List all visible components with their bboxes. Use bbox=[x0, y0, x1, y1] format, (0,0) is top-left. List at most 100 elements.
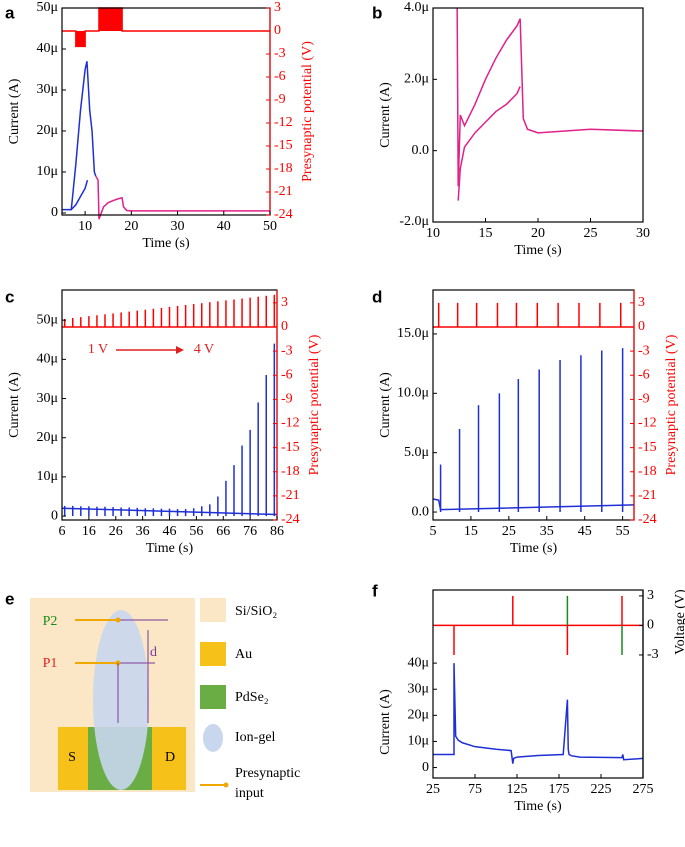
panel-label: c bbox=[5, 287, 14, 306]
x-tick-label: 225 bbox=[591, 782, 612, 797]
y-tick-label: 0 bbox=[51, 508, 58, 523]
y2-tick-label: -24 bbox=[274, 207, 293, 222]
y-tick-label: 10μ bbox=[36, 164, 58, 179]
y-tick-label: 30μ bbox=[407, 681, 429, 696]
x-tick-label: 15 bbox=[464, 524, 478, 539]
y2-tick-label: -18 bbox=[281, 464, 300, 479]
x-tick-label: 66 bbox=[216, 524, 230, 539]
x-tick-label: 25 bbox=[584, 226, 598, 241]
legend-text: Presynaptic bbox=[235, 766, 300, 781]
y-tick-label: 15.0μ bbox=[397, 326, 429, 341]
panel: 5 15 25 35 45 55 0.0 5.0μ 10.0μ 15.0μ 3 0 -3 -6 -9 -12 -… bbox=[378, 289, 679, 556]
p2-dot bbox=[115, 617, 121, 623]
y2-tick-label: -21 bbox=[281, 488, 300, 503]
y2-axis-label: Voltage (V) bbox=[673, 589, 685, 655]
x-axis-label: Time (s) bbox=[514, 243, 562, 258]
y2-tick-label: -24 bbox=[638, 512, 657, 527]
y2-tick-label: -3 bbox=[274, 46, 286, 61]
panel-label: f bbox=[372, 581, 378, 600]
ion-gel bbox=[93, 610, 149, 790]
y-tick-label: 0 bbox=[422, 760, 429, 775]
legend-text: PdSe₂ bbox=[235, 690, 269, 705]
x-tick-label: 56 bbox=[189, 524, 203, 539]
legend-text: input bbox=[235, 786, 264, 801]
x-tick-label: 36 bbox=[136, 524, 150, 539]
y-axis-label: Current (A) bbox=[378, 372, 393, 438]
y2-tick-label: -3 bbox=[647, 647, 659, 662]
x-tick-label: 20 bbox=[531, 226, 545, 241]
y2-tick-label: -6 bbox=[274, 69, 286, 84]
y-tick-label: 2.0μ bbox=[404, 72, 429, 87]
line bbox=[62, 61, 97, 211]
y-tick-label: 30μ bbox=[36, 391, 58, 406]
y-tick-label: 40μ bbox=[36, 41, 58, 56]
x-tick-label: 30 bbox=[171, 219, 185, 234]
panel: 10 15 20 25 30 -2.0μ 0.0 2.0μ 4.0μ Time (s) Curren… bbox=[378, 0, 650, 258]
y-tick-label: 20μ bbox=[407, 708, 429, 723]
y2-tick-label: -3 bbox=[281, 343, 293, 358]
line bbox=[95, 175, 270, 220]
x-tick-label: 275 bbox=[633, 782, 654, 797]
y2-tick-label: -3 bbox=[638, 343, 650, 358]
y2-axis-label: Presynaptic potential (V) bbox=[300, 41, 315, 182]
x-tick-label: 15 bbox=[479, 226, 493, 241]
panel: 6 16 26 36 46 56 66 76 86 0 10μ 20μ 30μ 40μ 50μ 3 0 -3 -6 -… bbox=[7, 289, 322, 556]
y2-axis-label: Presynaptic potential (V) bbox=[307, 334, 322, 475]
legend-text: Au bbox=[235, 647, 252, 662]
y-tick-label: 0.0 bbox=[412, 143, 430, 158]
y2-tick-label: 3 bbox=[638, 295, 645, 310]
d-label: d bbox=[150, 645, 157, 660]
drain bbox=[150, 727, 186, 790]
schematic: d P2 P1 S D Si/SiO₂ Au PdSe₂ Ion-gel Pre… bbox=[30, 598, 300, 801]
legend-swatch bbox=[223, 782, 229, 788]
y2-tick-label: -15 bbox=[281, 440, 300, 455]
y-tick-label: 40μ bbox=[407, 655, 429, 670]
x-tick-label: 75 bbox=[468, 782, 482, 797]
y-tick-label: 5.0μ bbox=[404, 445, 429, 460]
x-tick-label: 125 bbox=[507, 782, 528, 797]
y-axis-label: Current (A) bbox=[378, 689, 393, 755]
x-tick-label: 25 bbox=[502, 524, 516, 539]
x-axis-label: Time (s) bbox=[514, 799, 562, 814]
x-tick-label: 45 bbox=[578, 524, 592, 539]
x-tick-label: 5 bbox=[430, 524, 437, 539]
panel-label: b bbox=[372, 3, 382, 22]
y2-tick-label: -18 bbox=[638, 464, 657, 479]
line bbox=[456, 7, 644, 187]
panel-label: e bbox=[5, 589, 14, 608]
x-tick-label: 55 bbox=[616, 524, 630, 539]
y-tick-label: 0 bbox=[51, 205, 58, 220]
x-tick-label: 10 bbox=[426, 226, 440, 241]
y2-tick-label: -24 bbox=[281, 512, 300, 527]
y2-tick-label: 3 bbox=[647, 588, 654, 603]
x-tick-label: 86 bbox=[270, 524, 284, 539]
x-tick-label: 6 bbox=[59, 524, 66, 539]
y-axis-label: Current (A) bbox=[7, 372, 22, 438]
annotation-arrowhead bbox=[176, 346, 184, 354]
panel-label: d bbox=[372, 287, 382, 306]
panel-label: a bbox=[5, 3, 15, 22]
y-tick-label: 4.0μ bbox=[404, 0, 429, 15]
y-tick-label: 20μ bbox=[36, 430, 58, 445]
x-tick-label: 20 bbox=[124, 219, 138, 234]
y2-tick-label: -12 bbox=[274, 115, 293, 130]
legend-text: Ion-gel bbox=[235, 730, 276, 745]
line bbox=[70, 179, 89, 211]
area bbox=[62, 7, 270, 48]
drain-label: D bbox=[165, 750, 175, 765]
p1-label: P1 bbox=[43, 656, 58, 671]
y2-tick-label: -6 bbox=[638, 367, 650, 382]
plot-frame bbox=[61, 7, 271, 216]
y-axis-label: Current (A) bbox=[378, 82, 393, 148]
x-tick-label: 30 bbox=[636, 226, 650, 241]
legend-swatch bbox=[200, 685, 226, 709]
x-tick-label: 50 bbox=[263, 219, 277, 234]
legend-swatch bbox=[200, 642, 226, 666]
y2-tick-label: -21 bbox=[274, 184, 293, 199]
legend-swatch bbox=[200, 598, 226, 622]
y2-tick-label: 3 bbox=[281, 295, 288, 310]
x-axis-label: Time (s) bbox=[142, 236, 190, 251]
y2-axis-label: Presynaptic potential (V) bbox=[664, 334, 679, 475]
